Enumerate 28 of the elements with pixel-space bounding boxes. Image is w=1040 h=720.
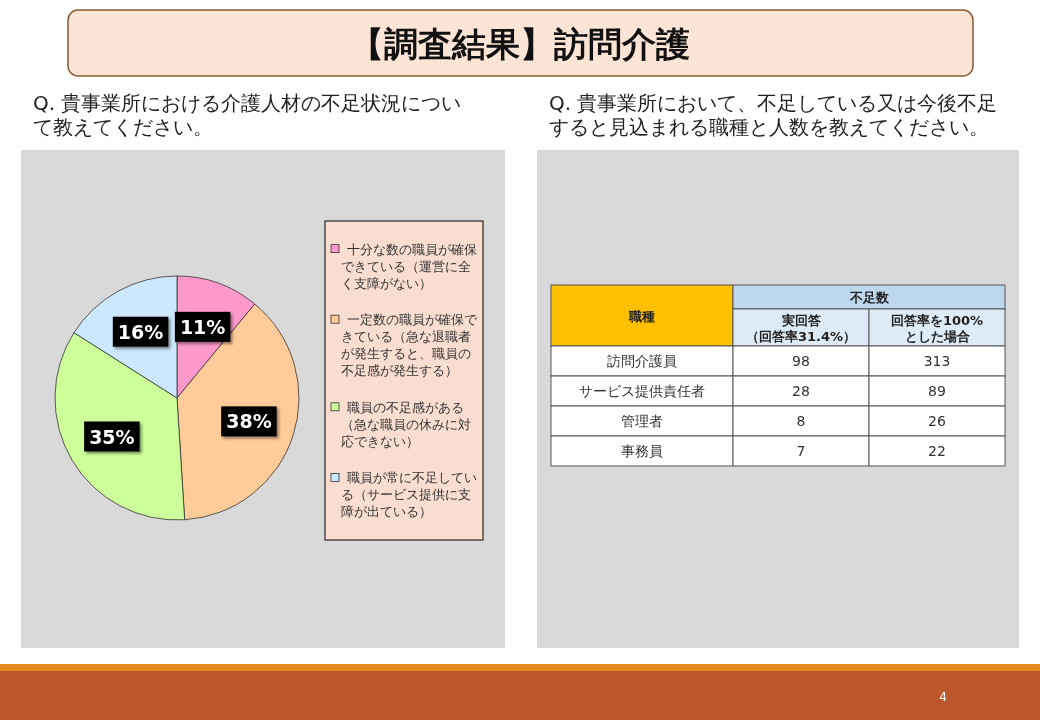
y-tick-label: 管理者 [621,413,663,429]
data-label: 35% [89,425,135,448]
y-tick-label: 事務員 [621,443,663,459]
x-tick-label: 回答率を100%とした場合 [890,312,984,344]
data-label: 38% [226,410,272,433]
data-label: 7 [796,443,806,459]
y-tick-label: 訪問介護員 [607,353,677,369]
data-label: 98 [792,353,810,369]
text: 4 [939,690,947,704]
legend-label: 一定数の職員が確保できている（急な退職者が発生すると、職員の不足感が発生する） [341,312,478,379]
data-label: 8 [796,413,806,429]
legend-label: 十分な数の職員が確保できている（運営に全く支障がない） [341,241,477,291]
y-axis-title: 職種 [628,308,655,324]
chart-title: 【調査結果】訪問介護 [350,24,690,64]
data-label: 313 [923,353,951,369]
data-label: 11% [179,315,226,338]
chart-subtitle: Q. 貴事業所における介護人材の不足状況について教えてください。 [33,91,462,139]
data-label: 28 [792,383,810,399]
x-axis-title: 不足数 [848,290,890,305]
data-label: 22 [928,443,946,459]
chart-title: Q. 貴事業所において、不足している又は今後不足すると見込まれる職種と人数を教えてください。 [549,91,998,139]
data-label: 16% [117,320,164,343]
data-label: 89 [928,383,946,399]
legend-label: 職員の不足感がある（急な職員の休みに対応できない） [341,399,471,449]
data-label: 26 [928,413,946,429]
y-tick-label: サービス提供責任者 [579,383,705,399]
legend-label: 職員が常に不足している（サービス提供に支障が出ている） [341,470,477,520]
x-tick-label: 実回答（回答率31.4%） [745,312,857,344]
